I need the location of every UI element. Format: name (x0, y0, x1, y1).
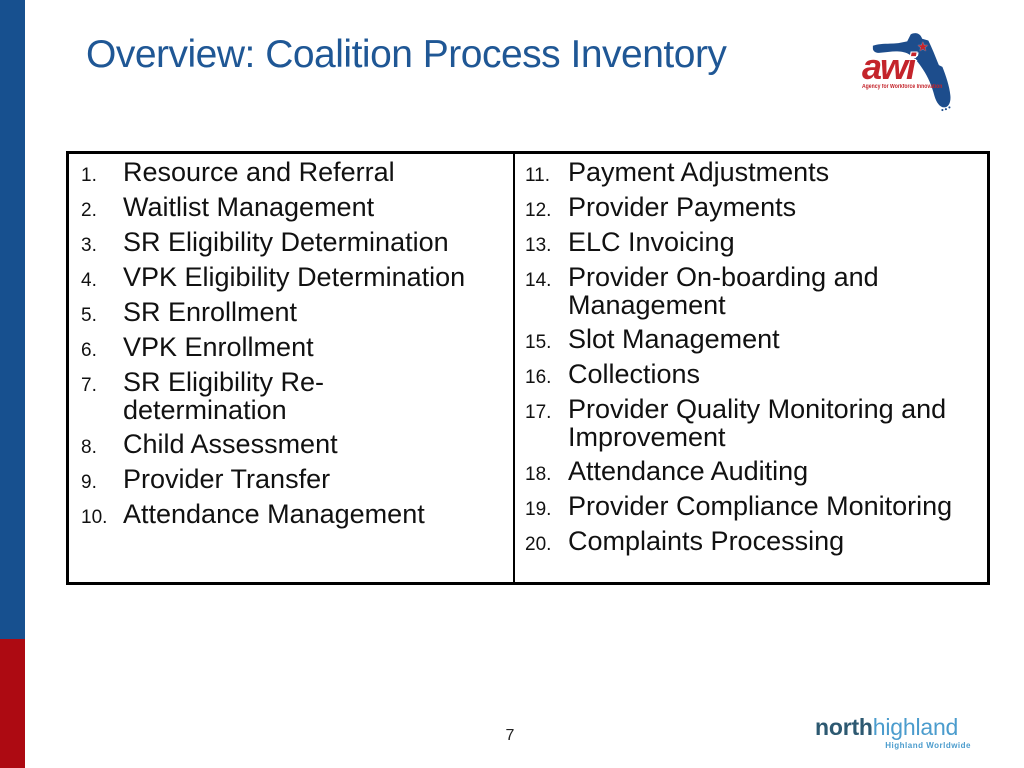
awi-tagline: Agency for Workforce Innovation (862, 84, 943, 90)
list-item: 20. Complaints Processing (525, 527, 974, 556)
florida-map-icon (872, 33, 951, 112)
list-item-text: Provider Transfer (123, 464, 331, 494)
awi-acronym: awi (862, 46, 916, 87)
list-item-text: SR Eligibility Re-determination (123, 367, 325, 425)
list-item-number: 7. (81, 375, 97, 396)
list-item: 4. VPK Eligibility Determination (81, 263, 476, 292)
list-item-number: 10. (81, 507, 108, 528)
process-list-left: 1. Resource and Referral 2. Waitlist Manage… (69, 154, 515, 582)
left-accent-bar-red (0, 639, 25, 768)
list-item-text: SR Enrollment (123, 297, 298, 327)
list-item-text: Child Assessment (123, 429, 338, 459)
list-item: 2. Waitlist Management (81, 193, 476, 222)
list-item-number: 17. (525, 402, 552, 423)
list-item-number: 3. (81, 235, 97, 256)
list-item-number: 13. (525, 235, 552, 256)
nh-word-north: north (815, 714, 873, 740)
list-item: 10. Attendance Management (81, 500, 476, 529)
list-item-text: VPK Enrollment (123, 332, 314, 362)
nh-word-highland: highland (872, 714, 959, 740)
nh-tagline: Highland Worldwide (885, 741, 971, 750)
list-item-text: Waitlist Management (123, 192, 375, 222)
list-item-number: 9. (81, 472, 97, 493)
list-item-text: Provider Compliance Monitoring (568, 491, 953, 521)
list-item-number: 8. (81, 437, 97, 458)
northhighland-logo: northhighland Highland Worldwide (815, 714, 971, 750)
list-item: 7. SR Eligibility Re-determination (81, 368, 476, 424)
list-item-number: 2. (81, 200, 97, 221)
list-item-text: Complaints Processing (568, 526, 845, 556)
list-item: 14. Provider On-boarding and Management (525, 263, 974, 319)
list-item-text: SR Eligibility Determination (123, 227, 449, 257)
list-item: 17. Provider Quality Monitoring and Impro… (525, 395, 974, 451)
process-inventory-table: 1. Resource and Referral 2. Waitlist Manage… (66, 151, 990, 585)
list-item-text: Provider Quality Monitoring and Improvem… (568, 394, 947, 452)
list-item: 3. SR Eligibility Determination (81, 228, 476, 257)
awi-logo: awi ★ Agency for Workforce Innovation (860, 26, 968, 118)
list-item: 11. Payment Adjustments (525, 158, 974, 187)
list-item: 5. SR Enrollment (81, 298, 476, 327)
list-item: 16. Collections (525, 360, 974, 389)
list-item-text: Payment Adjustments (568, 157, 830, 187)
list-item: 8. Child Assessment (81, 430, 476, 459)
list-item-number: 12. (525, 200, 552, 221)
list-item-text: ELC Invoicing (568, 227, 735, 257)
list-item-number: 14. (525, 270, 552, 291)
list-item-text: Attendance Auditing (568, 456, 809, 486)
list-item: 9. Provider Transfer (81, 465, 476, 494)
page-number: 7 (505, 727, 515, 744)
list-item-text: Provider On-boarding and Management (568, 262, 879, 320)
list-item: 15. Slot Management (525, 325, 974, 354)
nh-wordmark: northhighland (815, 714, 971, 740)
list-item-number: 4. (81, 270, 97, 291)
list-item: 13. ELC Invoicing (525, 228, 974, 257)
list-item-text: Attendance Management (123, 499, 425, 529)
list-item-text: Slot Management (568, 324, 780, 354)
list-item-number: 5. (81, 305, 97, 326)
list-item-number: 18. (525, 464, 552, 485)
list-item-number: 6. (81, 340, 97, 361)
list-item-text: VPK Eligibility Determination (123, 262, 466, 292)
list-item: 1. Resource and Referral (81, 158, 476, 187)
list-item-number: 15. (525, 332, 552, 353)
star-icon: ★ (917, 39, 929, 54)
left-accent-bar-blue (0, 0, 25, 639)
list-item-number: 11. (525, 165, 551, 186)
list-item-number: 1. (81, 165, 97, 186)
list-item-text: Provider Payments (568, 192, 797, 222)
list-item: 19. Provider Compliance Monitoring (525, 492, 974, 521)
list-item-text: Collections (568, 359, 701, 389)
process-list-right: 11. Payment Adjustments 12. Provider Paymen… (515, 154, 987, 582)
list-item-text: Resource and Referral (123, 157, 395, 187)
list-item: 18. Attendance Auditing (525, 457, 974, 486)
list-item-number: 19. (525, 499, 552, 520)
list-item-number: 20. (525, 534, 552, 555)
list-item-number: 16. (525, 367, 552, 388)
list-item: 12. Provider Payments (525, 193, 974, 222)
list-item: 6. VPK Enrollment (81, 333, 476, 362)
slide-title: Overview: Coalition Process Inventory (86, 33, 727, 76)
